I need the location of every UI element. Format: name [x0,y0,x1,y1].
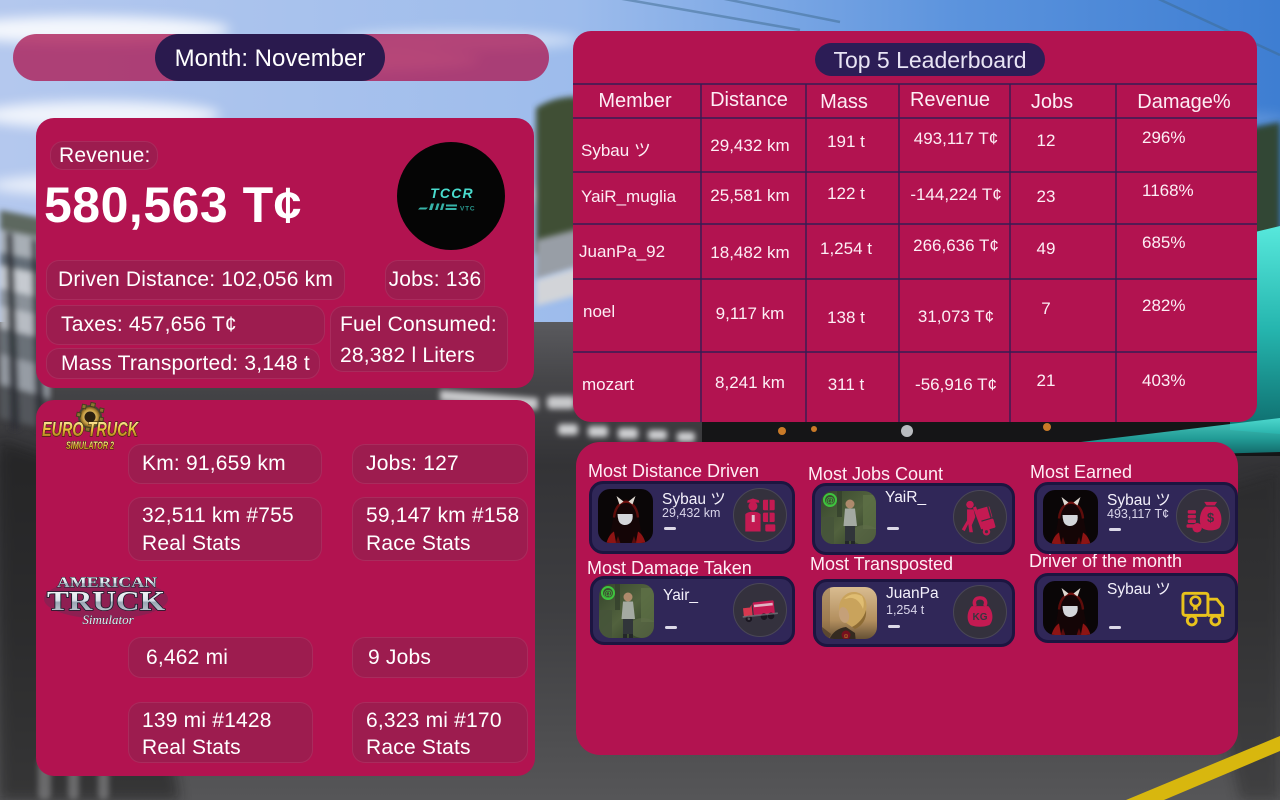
svg-text:VTC: VTC [460,206,475,213]
svg-text:KG: KG [973,612,988,623]
svg-text:Simulator: Simulator [82,612,134,627]
svg-text:$: $ [1207,510,1215,525]
svg-text:AMERICAN: AMERICAN [57,575,157,591]
svg-text:SIMULATOR 2: SIMULATOR 2 [66,440,114,452]
svg-text:TCCR: TCCR [430,185,474,201]
svg-text:TRUCK: TRUCK [47,586,165,616]
svg-text:EURO TRUCK: EURO TRUCK [42,419,139,441]
